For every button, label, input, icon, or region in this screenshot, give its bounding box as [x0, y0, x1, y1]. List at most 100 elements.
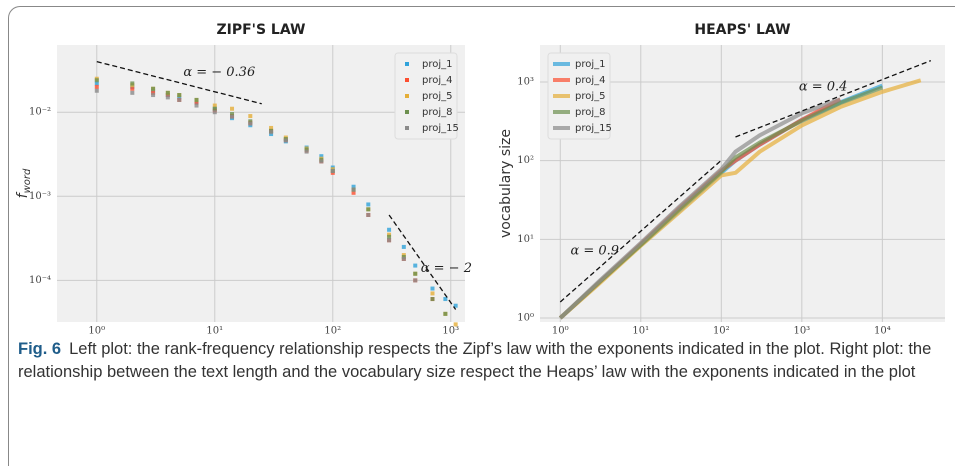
point [130, 90, 135, 95]
y-tick-label: 10⁻² [29, 107, 51, 118]
point [413, 271, 418, 276]
legend-box [394, 52, 458, 140]
point [319, 159, 324, 164]
reference-line [388, 214, 457, 310]
point [230, 112, 235, 117]
point [151, 86, 156, 91]
caption-label: Fig. 6 [18, 340, 62, 358]
point [230, 106, 235, 111]
point [165, 93, 170, 98]
legend-swatch [405, 78, 409, 82]
point [94, 84, 99, 89]
legend-label: proj_5 [575, 91, 606, 102]
point [212, 103, 217, 108]
x-tick-label: 10³ [793, 326, 810, 336]
point [351, 190, 356, 195]
x-tick-label: 10² [324, 326, 341, 336]
legend-label: proj_1 [575, 59, 606, 70]
legend-label: proj_4 [422, 75, 453, 86]
annotation: α = − 2 [421, 261, 472, 276]
point [387, 234, 392, 239]
annotation: α = 0.9 [570, 244, 619, 259]
y-axis-label-sub: word [22, 168, 33, 193]
chart-title: ZIPF'S LAW [217, 22, 306, 38]
point [443, 297, 448, 302]
legend-label: proj_8 [422, 107, 453, 118]
point [413, 263, 418, 268]
legend-label: proj_8 [575, 107, 606, 118]
chart-title: HEAPS' LAW [694, 22, 790, 38]
point [283, 138, 288, 143]
point [366, 207, 371, 212]
legend-label: proj_1 [422, 59, 453, 70]
y-tick-label: 10⁻³ [29, 191, 51, 202]
y-axis-label: vocabulary size [498, 129, 514, 238]
annotation: α = 0.4 [799, 79, 848, 94]
x-tick-label: 10¹ [206, 326, 223, 336]
point [94, 88, 99, 93]
y-tick-label: 10³ [517, 76, 534, 87]
figure: ZIPF'S LAW10⁰10¹10²10³10⁻⁴10⁻³10⁻²rankfw… [15, 22, 945, 336]
point [230, 114, 235, 119]
point [94, 78, 99, 83]
point [401, 256, 406, 261]
point [194, 97, 199, 102]
point [413, 278, 418, 283]
legend-swatch [405, 126, 409, 130]
point [151, 93, 156, 98]
legend-label: proj_5 [422, 91, 453, 102]
legend-swatch [405, 62, 409, 66]
caption-text: Left plot: the rank-frequency relationsh… [18, 340, 932, 381]
series-line [558, 97, 841, 320]
point [151, 90, 156, 95]
reference-line [735, 60, 932, 138]
point [177, 95, 182, 100]
x-tick-label: 10⁴ [874, 326, 891, 336]
point [269, 130, 274, 135]
point [430, 297, 435, 302]
legend-swatch [405, 94, 409, 98]
x-tick-label: 10⁰ [552, 326, 569, 336]
y-tick-label: 10² [517, 155, 534, 166]
point [248, 114, 253, 119]
point [387, 238, 392, 243]
point [248, 121, 253, 126]
point [194, 103, 199, 108]
figure-frame [8, 6, 955, 466]
y-axis-label-main: f [15, 191, 31, 198]
point [387, 232, 392, 237]
point [430, 291, 435, 296]
legend-swatch [405, 110, 409, 114]
point [330, 168, 335, 173]
point [443, 311, 448, 316]
point [130, 81, 135, 86]
point [351, 184, 356, 189]
y-axis-label-main: vocabulary size [498, 129, 514, 238]
point [366, 202, 371, 207]
point [177, 97, 182, 102]
point [248, 119, 253, 124]
point [165, 95, 170, 100]
y-tick-label: 10⁻⁴ [29, 275, 51, 286]
legend-box [547, 52, 611, 140]
point [387, 227, 392, 232]
x-tick-label: 10² [713, 326, 730, 336]
point [177, 93, 182, 98]
point [165, 90, 170, 95]
reference-line [96, 60, 262, 105]
point [366, 212, 371, 217]
legend-label: proj_15 [575, 123, 612, 134]
y-tick-label: 10⁰ [517, 313, 534, 324]
point [351, 187, 356, 192]
x-tick-label: 10⁰ [88, 326, 105, 336]
point [212, 106, 217, 111]
legend-label: proj_15 [422, 123, 459, 134]
y-tick-label: 10¹ [517, 234, 534, 245]
reference-line [559, 159, 722, 303]
point [401, 244, 406, 249]
point [194, 100, 199, 105]
point [304, 149, 309, 154]
point [130, 86, 135, 91]
point [453, 303, 458, 308]
y-axis-label: fword [15, 168, 33, 198]
